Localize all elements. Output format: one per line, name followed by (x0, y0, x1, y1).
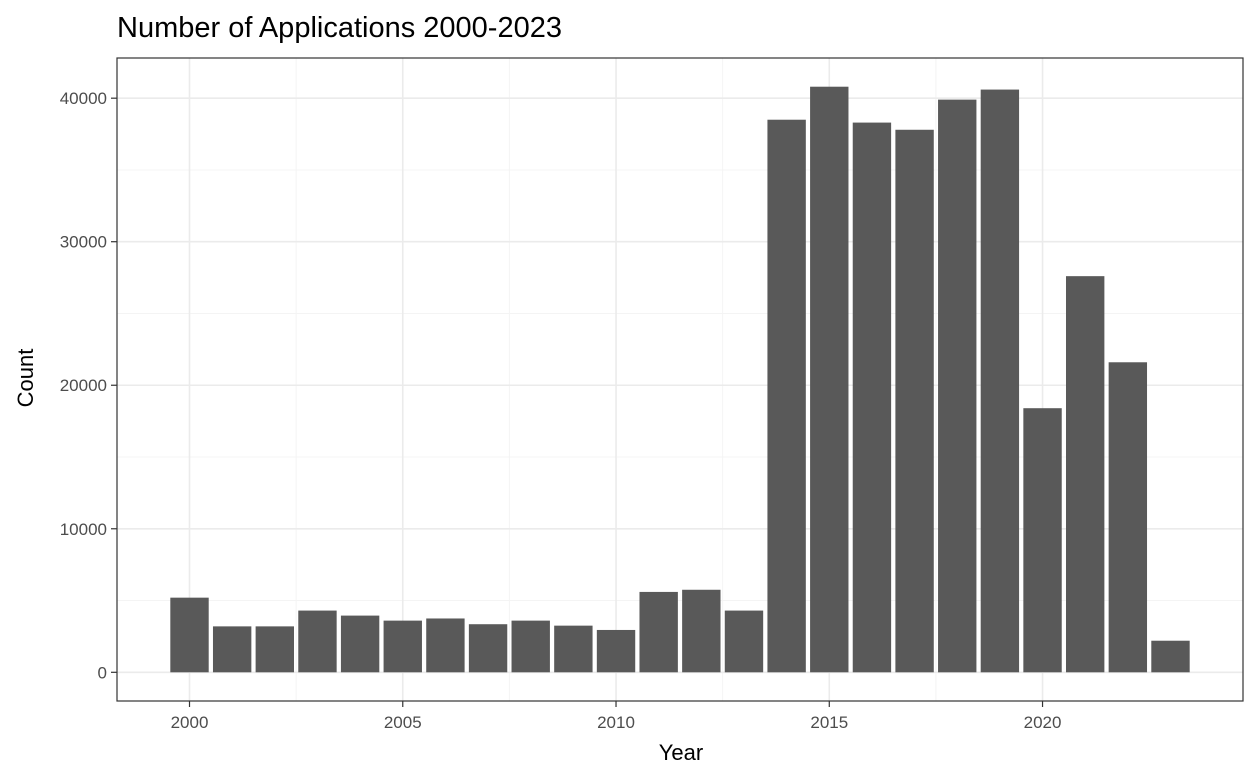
bar-2008 (511, 620, 550, 673)
y-axis-title: Count (13, 349, 38, 408)
bar-2017 (895, 129, 934, 673)
bar-2005 (383, 620, 422, 673)
bar-2014 (767, 119, 806, 673)
bar-2001 (212, 626, 252, 673)
bar-2003 (298, 610, 337, 673)
bar-2012 (682, 589, 721, 673)
x-axis-title: Year (659, 740, 703, 765)
x-tick-label: 2020 (1024, 713, 1062, 732)
bar-2009 (554, 625, 593, 673)
bar-2016 (852, 122, 892, 673)
bar-2004 (340, 615, 380, 673)
bar-2018 (938, 99, 977, 673)
bar-2002 (255, 626, 295, 673)
bar-2015 (810, 86, 849, 673)
x-tick-label: 2015 (810, 713, 848, 732)
bar-2020 (1023, 408, 1062, 673)
bar-2022 (1108, 362, 1148, 673)
bar-2011 (639, 591, 678, 673)
bars (170, 86, 1190, 673)
bar-2006 (426, 618, 465, 673)
x-tick-label: 2005 (384, 713, 422, 732)
bar-2010 (596, 629, 636, 673)
y-tick-label: 20000 (60, 376, 107, 395)
bar-2000 (170, 597, 209, 673)
y-tick-label: 10000 (60, 520, 107, 539)
x-axis: 2000 2005 2010 2015 2020 (171, 701, 1062, 732)
bar-2019 (980, 89, 1020, 673)
x-tick-label: 2010 (597, 713, 635, 732)
y-tick-label: 40000 (60, 89, 107, 108)
bar-2013 (724, 610, 764, 673)
bar-2023 (1151, 640, 1190, 673)
x-tick-label: 2000 (171, 713, 209, 732)
chart-title: Number of Applications 2000-2023 (117, 12, 562, 44)
y-tick-label: 30000 (60, 233, 107, 252)
bar-2007 (468, 624, 508, 673)
bar-2021 (1065, 276, 1105, 673)
panel-border (116, 57, 1244, 702)
y-tick-label: 0 (98, 663, 107, 682)
y-axis: 0 10000 20000 30000 40000 (60, 89, 117, 682)
